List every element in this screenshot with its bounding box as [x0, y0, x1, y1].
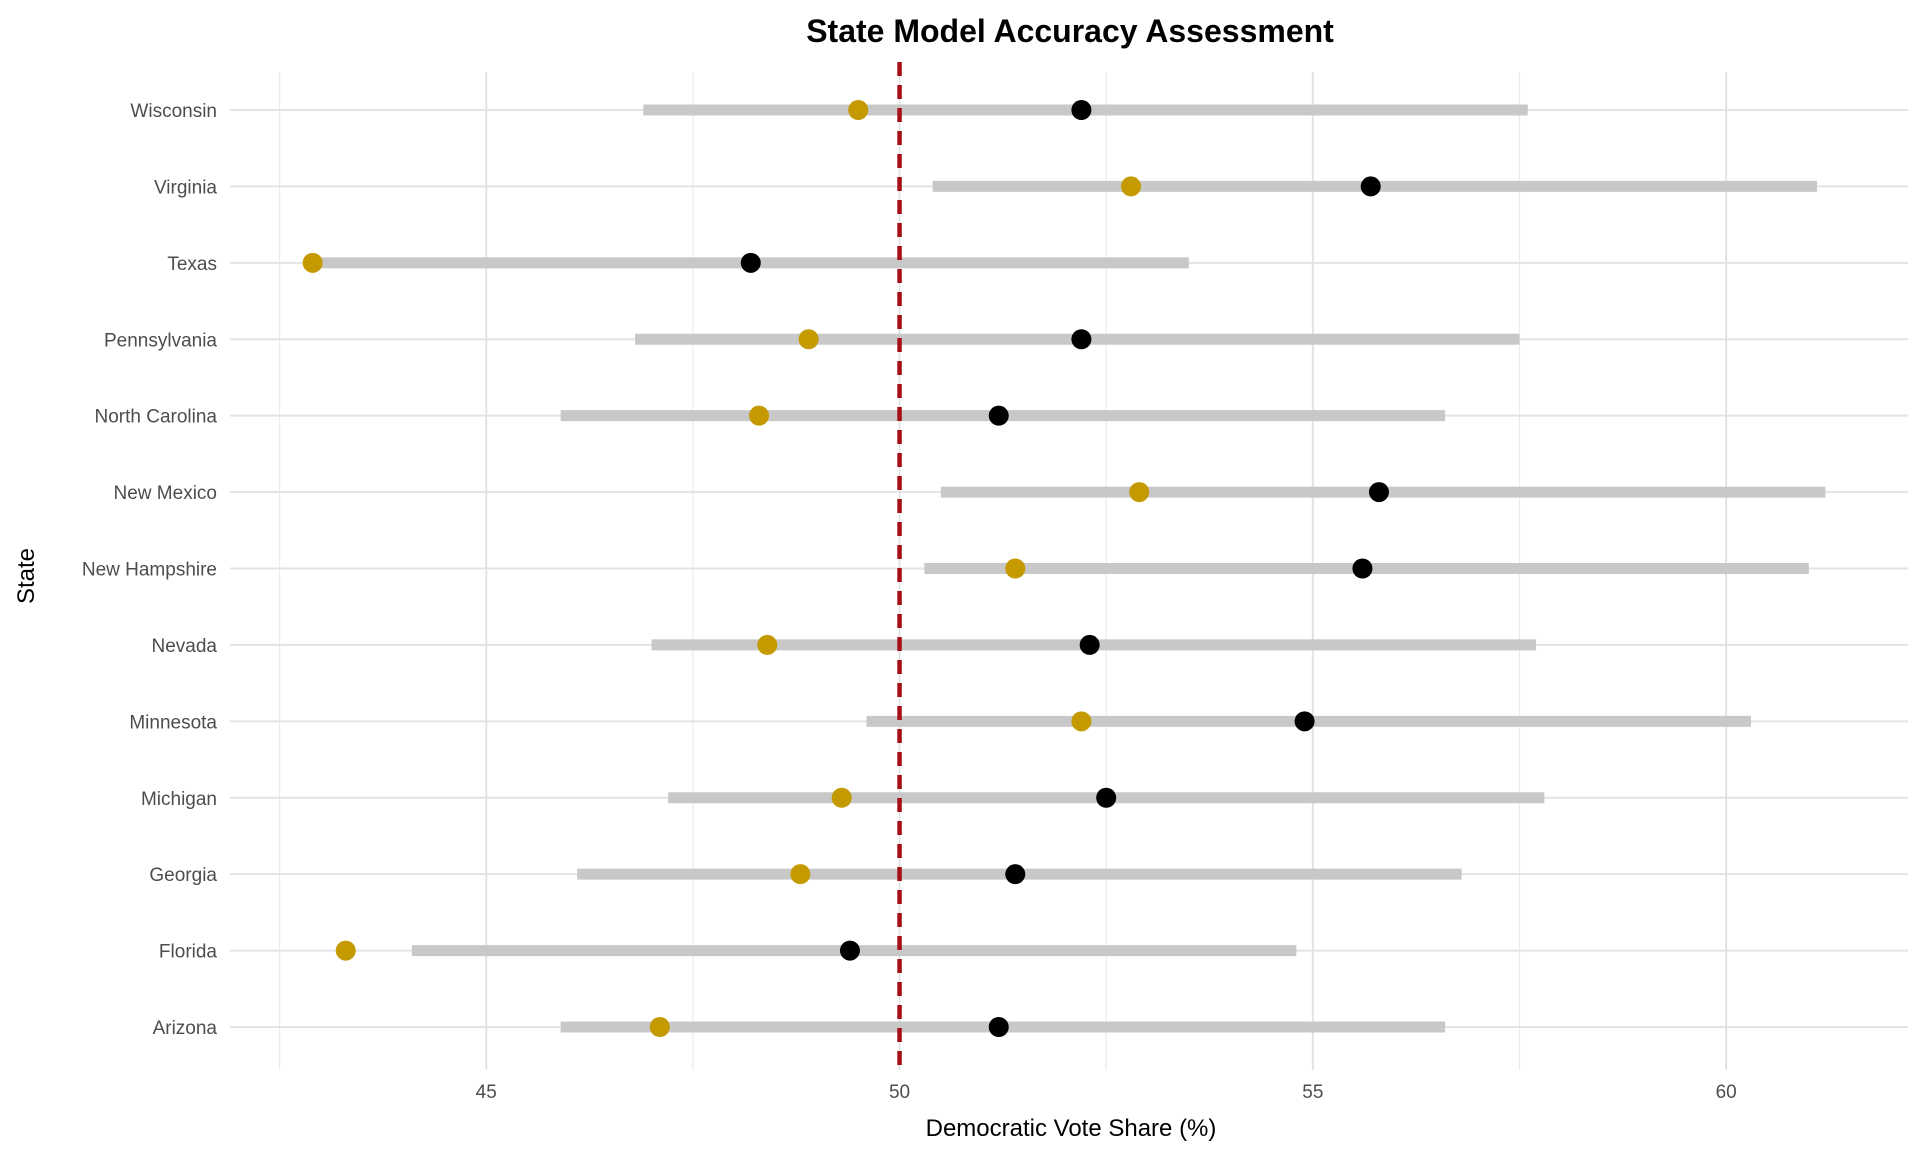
- data-point: [1294, 711, 1315, 732]
- data-point: [790, 864, 811, 885]
- y-tick-label: North Carolina: [95, 407, 218, 428]
- data-point: [848, 100, 869, 120]
- data-point: [335, 940, 356, 961]
- data-point: [1129, 482, 1150, 503]
- data-point: [1096, 787, 1117, 808]
- data-point: [1368, 482, 1389, 503]
- points: [302, 100, 1389, 1037]
- data-point: [1079, 634, 1100, 655]
- x-axis-title: Democratic Vote Share (%): [926, 1115, 1217, 1142]
- data-point: [1071, 329, 1092, 350]
- data-point: [988, 405, 1009, 426]
- data-point: [1352, 558, 1373, 579]
- data-point: [649, 1017, 670, 1037]
- x-tick-labels: 45 50 55 60: [476, 1082, 1737, 1103]
- data-point: [1360, 176, 1381, 197]
- data-point: [1071, 711, 1092, 732]
- data-point: [839, 940, 860, 961]
- data-point: [798, 329, 819, 350]
- y-axis-title: State: [13, 548, 40, 604]
- data-point: [740, 252, 761, 273]
- data-point: [1120, 176, 1141, 197]
- x-tick-label: 60: [1716, 1082, 1737, 1103]
- y-tick-label: Arizona: [153, 1018, 218, 1039]
- x-tick-label: 55: [1302, 1082, 1323, 1103]
- chart-title: State Model Accuracy Assessment: [806, 13, 1334, 49]
- data-point: [831, 787, 852, 808]
- data-point: [749, 405, 770, 426]
- y-tick-label: New Mexico: [114, 483, 217, 504]
- data-point: [988, 1017, 1009, 1037]
- y-tick-label: Nevada: [152, 636, 218, 657]
- y-tick-label: Michigan: [141, 789, 217, 810]
- y-tick-label: Minnesota: [129, 712, 217, 733]
- y-tick-label: Pennsylvania: [104, 330, 217, 351]
- y-tick-label: Georgia: [149, 865, 217, 886]
- data-point: [1005, 864, 1026, 885]
- y-tick-labels: Wisconsin Virginia Texas Pennsylvania North …: [82, 101, 218, 1039]
- data-point: [757, 634, 778, 655]
- data-point: [302, 252, 323, 273]
- x-tick-label: 50: [889, 1082, 910, 1103]
- y-tick-label: Wisconsin: [130, 101, 217, 122]
- y-tick-label: Florida: [159, 942, 218, 963]
- y-tick-label: Virginia: [154, 177, 217, 198]
- x-tick-label: 45: [476, 1082, 497, 1103]
- data-point: [1071, 100, 1092, 120]
- y-tick-label: Texas: [167, 254, 217, 275]
- data-point: [1005, 558, 1026, 579]
- y-tick-label: New Hampshire: [82, 560, 217, 581]
